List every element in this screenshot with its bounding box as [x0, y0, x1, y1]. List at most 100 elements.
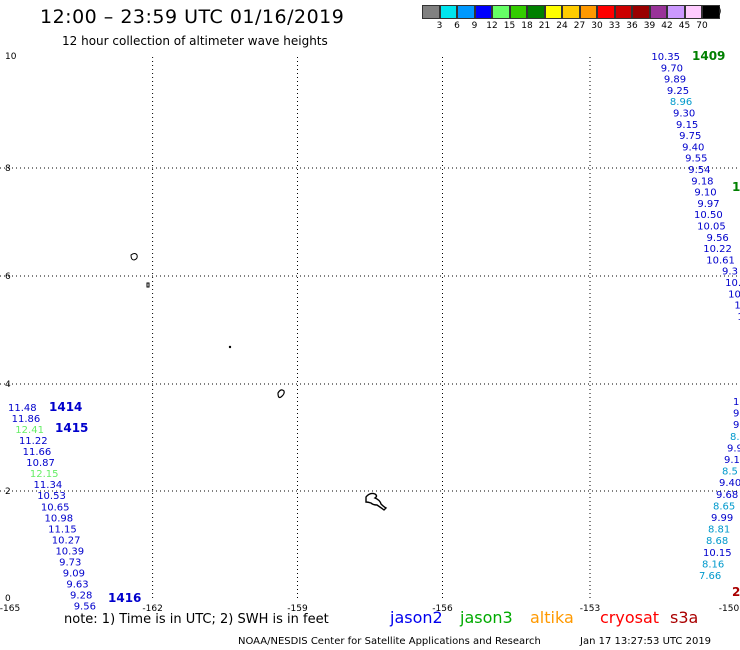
legend-labels: 3 6 9 12 15 18 21 24 27 30 33 36 39 42 45 70 [422, 19, 720, 31]
track-value: 11.34 [34, 480, 63, 491]
track-value: 10 [733, 397, 740, 408]
legend-swatch [422, 5, 440, 19]
track-value: 8.68 [706, 536, 728, 547]
legend-label: 18 [521, 21, 533, 31]
y-tick-label: 0 [5, 594, 11, 604]
legend-swatches [422, 5, 720, 19]
legend-label: 39 [643, 21, 656, 31]
track-label: 1414 [49, 400, 82, 414]
track-value: 9.3 [722, 267, 738, 278]
track-value: 9.89 [664, 75, 686, 86]
track-value: 9.73 [59, 557, 81, 568]
satellite-altika: altika [530, 608, 574, 627]
legend-swatch [527, 5, 545, 19]
track-value: 10.22 [703, 244, 732, 255]
track-value: 10.53 [37, 491, 66, 502]
track-value: 11.48 [8, 403, 37, 414]
track-value: 10.39 [55, 546, 84, 557]
track-value: 11.66 [23, 447, 52, 458]
legend-label: 30 [591, 21, 603, 31]
y-tick-label: 2 [5, 487, 11, 497]
credit-line: NOAA/NESDIS Center for Satellite Applica… [238, 636, 541, 647]
track-value: 10.61 [706, 255, 735, 266]
track-value: 9.75 [679, 131, 701, 142]
track-value: 10.98 [45, 513, 74, 524]
track-value: 9.09 [63, 568, 85, 579]
track-value: 11.86 [12, 414, 41, 425]
track-value: 10.87 [26, 458, 55, 469]
track-value: 10.15 [703, 548, 732, 559]
track-value: 10.27 [52, 535, 81, 546]
track-value: 9.25 [667, 86, 689, 97]
track-value: 8.5 [722, 467, 738, 478]
track-value: 8.65 [713, 501, 735, 512]
track-value: 10 [737, 312, 740, 323]
satellite-jason2: jason2 [390, 608, 443, 627]
legend-swatch [474, 5, 492, 19]
legend-label: 36 [626, 21, 638, 31]
track-value: 9.70 [661, 63, 683, 74]
satellite-jason3: jason3 [460, 608, 513, 627]
x-tick-label: -159 [287, 604, 308, 614]
island-outline [228, 345, 232, 349]
legend-swatch [544, 5, 562, 19]
legend-label: 27 [573, 21, 586, 31]
legend-swatch [597, 5, 615, 19]
chart-subtitle: 12 hour collection of altimeter wave hei… [62, 34, 328, 48]
track-label-1409: 1409 [692, 49, 725, 63]
track-value: 8.96 [670, 97, 692, 108]
color-legend: 3 6 9 12 15 18 21 24 27 30 33 36 39 42 45 70 (ft) [422, 5, 722, 31]
chart-title: 12:00 – 23:59 UTC 01/16/2019 [40, 6, 345, 28]
legend-label: 33 [608, 21, 621, 31]
legend-unit: (ft) [708, 7, 722, 17]
legend-label: 21 [538, 21, 551, 31]
track-value: 7.66 [699, 571, 721, 582]
y-tick-label: 4 [5, 380, 11, 390]
track-value: 10.05 [697, 222, 726, 233]
track-value: 9.28 [70, 591, 92, 602]
track-value: 9.97 [697, 199, 719, 210]
track-value: 11.22 [19, 436, 48, 447]
y-tick-label: 6 [5, 272, 11, 282]
legend-swatch [614, 5, 632, 19]
legend-label: 15 [503, 21, 516, 31]
track-value: 10.65 [41, 502, 70, 513]
x-tick-label: -156 [432, 604, 453, 614]
track-value: 10 [734, 301, 740, 312]
island-outline [130, 253, 138, 261]
legend-label: 70 [696, 21, 708, 31]
y-tick-label: 8 [5, 164, 11, 174]
track-value: 10.50 [694, 210, 723, 221]
legend-swatch [667, 5, 685, 19]
track-value: 9.56 [74, 602, 96, 613]
legend-swatch [684, 5, 702, 19]
track-label: 1415 [55, 421, 88, 435]
legend-swatch [702, 5, 720, 19]
track-value: 9.54 [688, 165, 710, 176]
footer-note: note: 1) Time is in UTC; 2) SWH is in fe… [64, 612, 329, 627]
satellite-cryosat: cryosat [600, 608, 660, 627]
track-value: 9.9 [727, 443, 740, 454]
legend-swatch [509, 5, 527, 19]
track-value: 9.18 [691, 176, 713, 187]
track-value: 9.55 [685, 154, 707, 165]
track-value: 9.40 [719, 478, 740, 489]
track-value: 8.81 [708, 525, 730, 536]
track-label: 2 [732, 585, 740, 599]
x-tick-label: -153 [580, 604, 600, 614]
track-value: 9.40 [682, 142, 704, 153]
y-tick-label: 10 [5, 52, 17, 62]
legend-label: 45 [678, 21, 691, 31]
legend-label: 6 [454, 21, 460, 31]
track-label: 1416 [108, 591, 141, 605]
track-value: 9. [733, 420, 740, 431]
x-tick-label: -162 [142, 604, 162, 614]
track-value: 9.10 [694, 188, 716, 199]
legend-label: 24 [556, 21, 568, 31]
track-value: 9.68 [716, 490, 738, 501]
legend-swatch [439, 5, 457, 19]
legend-label: 12 [486, 21, 498, 31]
legend-label: 9 [471, 21, 478, 31]
legend-swatch [579, 5, 597, 19]
x-tick-label: -150 [719, 604, 740, 614]
